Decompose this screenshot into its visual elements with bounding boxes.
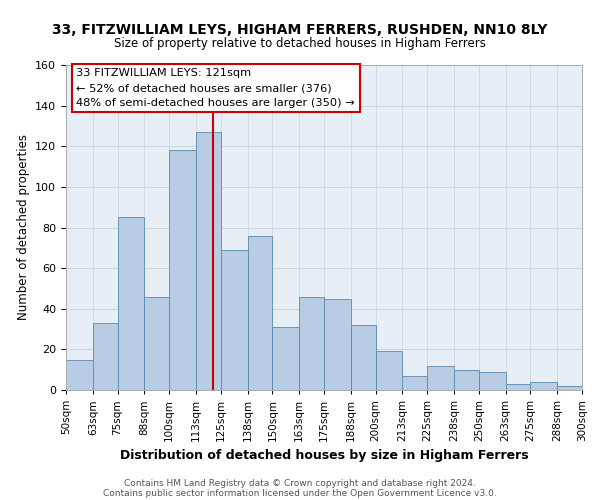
Bar [530, 382, 557, 390]
Bar [557, 386, 582, 390]
Bar [403, 376, 427, 390]
Bar [479, 372, 506, 390]
Bar [376, 352, 403, 390]
Bar [248, 236, 272, 390]
Bar [118, 218, 145, 390]
Bar [66, 360, 93, 390]
Text: Size of property relative to detached houses in Higham Ferrers: Size of property relative to detached ho… [114, 38, 486, 51]
Bar [351, 325, 376, 390]
Text: 33, FITZWILLIAM LEYS, HIGHAM FERRERS, RUSHDEN, NN10 8LY: 33, FITZWILLIAM LEYS, HIGHAM FERRERS, RU… [52, 22, 548, 36]
Text: Contains public sector information licensed under the Open Government Licence v3: Contains public sector information licen… [103, 488, 497, 498]
Bar [324, 298, 351, 390]
Bar [299, 296, 324, 390]
Text: 33 FITZWILLIAM LEYS: 121sqm
← 52% of detached houses are smaller (376)
48% of se: 33 FITZWILLIAM LEYS: 121sqm ← 52% of det… [76, 68, 355, 108]
X-axis label: Distribution of detached houses by size in Higham Ferrers: Distribution of detached houses by size … [119, 450, 529, 462]
Bar [145, 296, 169, 390]
Bar [196, 132, 221, 390]
Bar [272, 327, 299, 390]
Bar [169, 150, 196, 390]
Bar [93, 323, 118, 390]
Text: Contains HM Land Registry data © Crown copyright and database right 2024.: Contains HM Land Registry data © Crown c… [124, 478, 476, 488]
Bar [427, 366, 454, 390]
Bar [582, 388, 600, 390]
Bar [454, 370, 479, 390]
Bar [506, 384, 530, 390]
Bar [221, 250, 248, 390]
Y-axis label: Number of detached properties: Number of detached properties [17, 134, 29, 320]
